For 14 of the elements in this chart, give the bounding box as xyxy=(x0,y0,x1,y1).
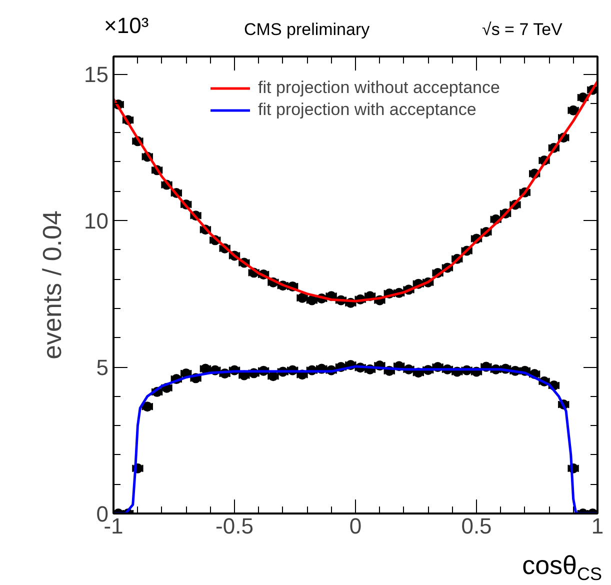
y-tick-label: 10 xyxy=(84,208,109,234)
legend-label: fit projection with acceptance xyxy=(258,100,476,120)
text: √s = 7 TeV xyxy=(482,19,562,41)
x-tick-label: 1 xyxy=(591,514,604,538)
legend-label: fit projection without acceptance xyxy=(258,78,500,98)
text: ×10³ xyxy=(104,12,149,40)
x-tick-label: -0.5 xyxy=(216,514,254,538)
y-tick-label: 15 xyxy=(84,62,109,88)
x-tick-label: 0 xyxy=(349,514,362,538)
x-axis-title: cosθ$_{CS}$ xyxy=(522,549,602,585)
x-tick-label: 0.5 xyxy=(461,514,492,538)
y-tick-label: 5 xyxy=(96,355,109,380)
chart-title: CMS preliminary xyxy=(244,19,370,41)
y-axis-title: events / 0.04 xyxy=(37,210,68,360)
